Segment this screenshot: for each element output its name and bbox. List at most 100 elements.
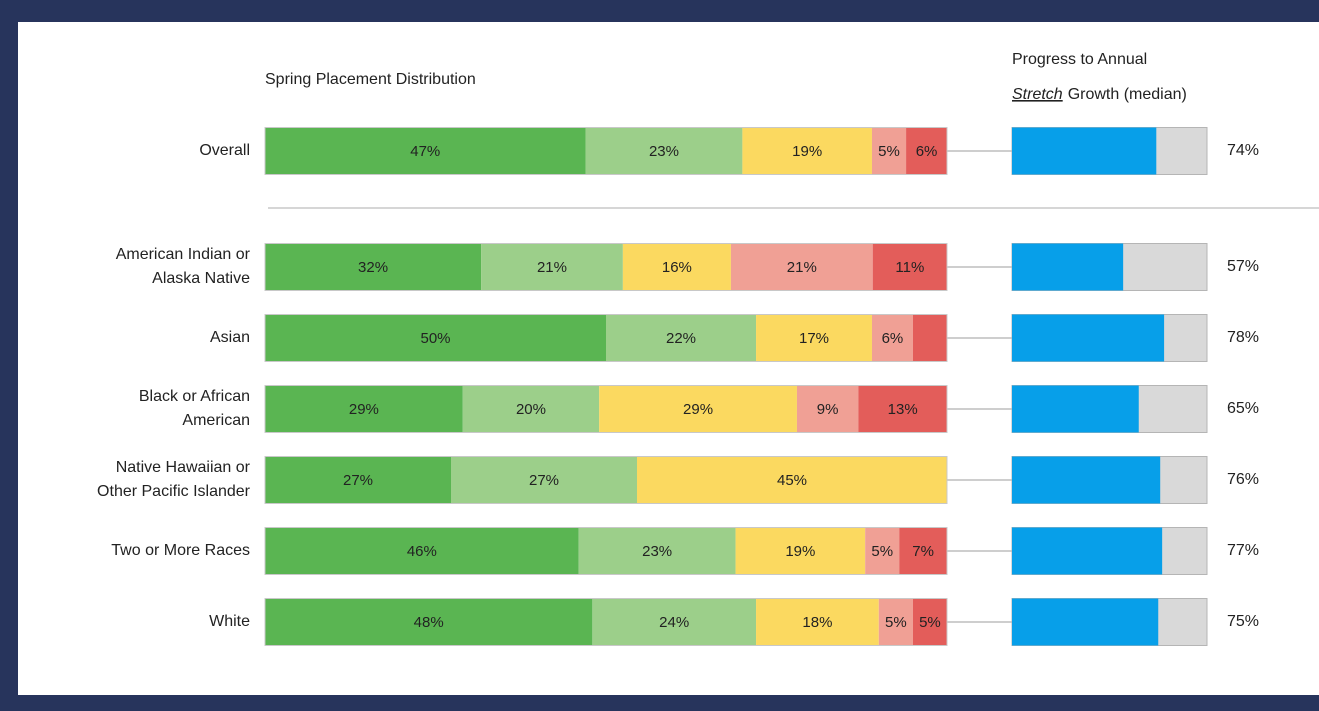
segment-label: 27% xyxy=(343,472,373,489)
bar-outline xyxy=(264,314,948,362)
segment xyxy=(265,243,482,291)
segment xyxy=(265,527,579,575)
segment-label: 27% xyxy=(529,472,559,489)
segment xyxy=(756,598,879,646)
segment xyxy=(481,243,623,291)
segment-label: 7% xyxy=(912,543,934,560)
segment-label: 6% xyxy=(882,330,904,347)
progress-label: 75% xyxy=(1227,613,1259,630)
segment-label: 5% xyxy=(919,614,941,631)
bar-outline xyxy=(264,385,948,433)
chart-title: Spring Placement Distribution xyxy=(265,71,476,88)
progress-title: Progress to Annual xyxy=(1012,51,1147,68)
segment xyxy=(451,456,637,504)
progress-title: Stretch Growth (median) xyxy=(1012,86,1187,103)
row-label: Two or More Races xyxy=(111,542,250,559)
segment xyxy=(265,598,593,646)
segment xyxy=(871,314,913,362)
segment-label: 48% xyxy=(414,614,444,631)
segment-label: 19% xyxy=(785,543,815,560)
segment xyxy=(622,243,731,291)
segment xyxy=(462,385,600,433)
segment xyxy=(585,127,743,175)
segment xyxy=(871,127,907,175)
progress-bar xyxy=(1012,527,1163,575)
segment-label: 23% xyxy=(642,543,672,560)
bar-outline xyxy=(264,243,948,291)
progress-bar xyxy=(1012,314,1165,362)
segment-label: 45% xyxy=(777,472,807,489)
segment-label: 21% xyxy=(537,259,567,276)
row-label: Other Pacific Islander xyxy=(97,483,251,500)
segment-label: 16% xyxy=(662,259,692,276)
progress-title-rest: Growth (median) xyxy=(1068,86,1187,103)
bar-outline xyxy=(264,527,948,575)
segment xyxy=(858,385,947,433)
segment xyxy=(906,127,947,175)
segment xyxy=(865,527,900,575)
segment-label: 24% xyxy=(659,614,689,631)
segment-label: 23% xyxy=(649,143,679,160)
segment-label: 29% xyxy=(683,401,713,418)
segment xyxy=(578,527,736,575)
segment xyxy=(265,314,606,362)
progress-bar xyxy=(1012,243,1124,291)
segment-label: 9% xyxy=(817,401,839,418)
row-label: American xyxy=(182,412,250,429)
progress-label: 65% xyxy=(1227,400,1259,417)
segment-label: 46% xyxy=(407,543,437,560)
segment-label: 17% xyxy=(799,330,829,347)
segment-label: 6% xyxy=(916,143,938,160)
segment xyxy=(606,314,757,362)
progress-bar xyxy=(1012,598,1159,646)
segment-label: 18% xyxy=(802,614,832,631)
segment-label: 32% xyxy=(358,259,388,276)
segment-label: 5% xyxy=(878,143,900,160)
segment xyxy=(912,314,947,362)
segment xyxy=(899,527,947,575)
segment-label: 22% xyxy=(666,330,696,347)
segment-label: 5% xyxy=(871,543,893,560)
progress-label: 76% xyxy=(1227,471,1259,488)
progress-bar xyxy=(1012,127,1157,175)
progress-label: 77% xyxy=(1227,542,1259,559)
segment-label: 47% xyxy=(410,143,440,160)
progress-label: 57% xyxy=(1227,258,1259,275)
segment xyxy=(756,314,872,362)
progress-label: 74% xyxy=(1227,142,1259,159)
bar-outline xyxy=(264,598,948,646)
row-label: Black or African xyxy=(139,388,250,405)
segment xyxy=(592,598,757,646)
row-label: Native Hawaiian or xyxy=(116,459,251,476)
segment xyxy=(265,385,463,433)
segment xyxy=(735,527,866,575)
progress-bar xyxy=(1012,456,1161,504)
segment xyxy=(912,598,947,646)
segment xyxy=(637,456,947,504)
segment xyxy=(872,243,947,291)
segment-label: 19% xyxy=(792,143,822,160)
progress-bar xyxy=(1012,385,1139,433)
segment-label: 13% xyxy=(888,401,918,418)
bar-outline xyxy=(264,456,948,504)
segment xyxy=(265,456,451,504)
progress-label: 78% xyxy=(1227,329,1259,346)
segment-label: 20% xyxy=(516,401,546,418)
segment-label: 21% xyxy=(787,259,817,276)
segment xyxy=(730,243,873,291)
segment xyxy=(599,385,797,433)
bar-outline xyxy=(264,127,948,175)
segment xyxy=(796,385,859,433)
segment xyxy=(878,598,913,646)
progress-title-emphasis: Stretch xyxy=(1012,86,1063,103)
segment-label: 29% xyxy=(349,401,379,418)
row-label: White xyxy=(209,613,250,630)
row-label: American Indian or xyxy=(116,246,251,263)
segment-label: 50% xyxy=(420,330,450,347)
segment-label: 11% xyxy=(895,259,924,276)
segment xyxy=(742,127,872,175)
row-label: Alaska Native xyxy=(152,270,250,287)
segment xyxy=(265,127,586,175)
